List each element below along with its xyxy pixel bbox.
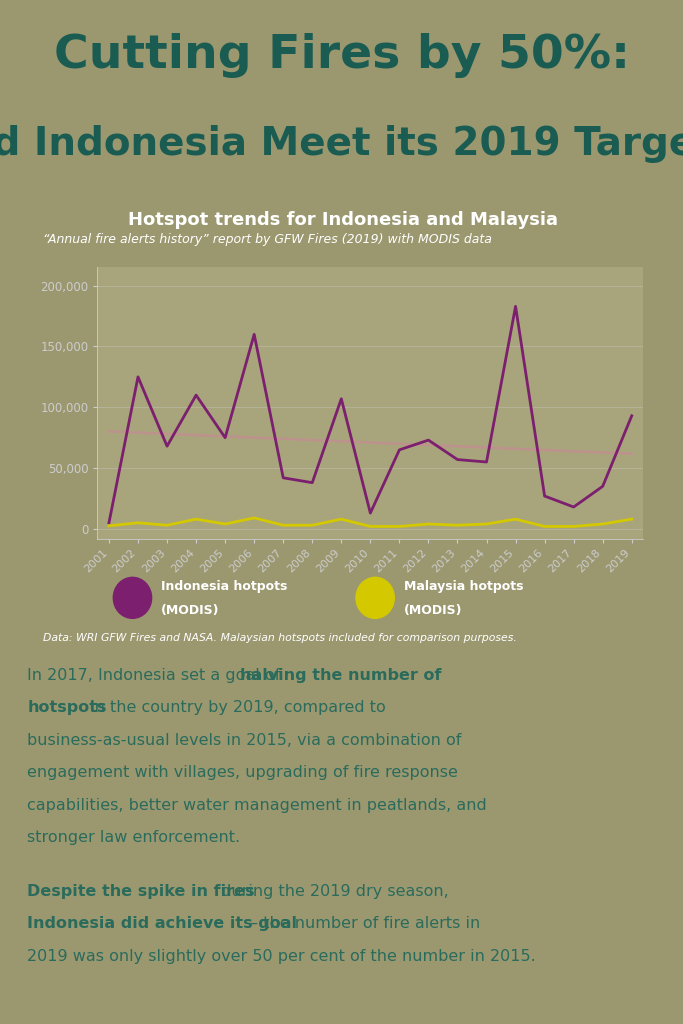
Text: Despite the spike in fires: Despite the spike in fires: [27, 884, 255, 899]
Text: Cutting Fires by 50%:: Cutting Fires by 50%:: [53, 33, 630, 78]
Ellipse shape: [356, 578, 394, 618]
Text: hotspots: hotspots: [27, 700, 107, 715]
Text: Malaysia hotpots: Malaysia hotpots: [404, 580, 523, 593]
Text: Hotspot trends for Indonesia and Malaysia: Hotspot trends for Indonesia and Malaysi…: [128, 211, 558, 228]
Text: In 2017, Indonesia set a goal of: In 2017, Indonesia set a goal of: [27, 668, 285, 683]
Text: capabilities, better water management in peatlands, and: capabilities, better water management in…: [27, 798, 487, 813]
Text: (MODIS): (MODIS): [161, 604, 220, 617]
Text: “Annual fire alerts history” report by GFW Fires (2019) with MODIS data: “Annual fire alerts history” report by G…: [43, 233, 492, 247]
Text: – the number of fire alerts in: – the number of fire alerts in: [245, 916, 480, 931]
Text: stronger law enforcement.: stronger law enforcement.: [27, 830, 240, 845]
Text: Data: WRI GFW Fires and NASA. Malaysian hotspots included for comparison purpose: Data: WRI GFW Fires and NASA. Malaysian …: [43, 634, 517, 643]
Text: (MODIS): (MODIS): [404, 604, 462, 617]
Text: Did Indonesia Meet its 2019 Target?: Did Indonesia Meet its 2019 Target?: [0, 125, 683, 163]
Text: Indonesia hotpots: Indonesia hotpots: [161, 580, 288, 593]
Text: during the 2019 dry season,: during the 2019 dry season,: [216, 884, 449, 899]
Text: in the country by 2019, compared to: in the country by 2019, compared to: [85, 700, 386, 715]
Text: Indonesia did achieve its goal: Indonesia did achieve its goal: [27, 916, 297, 931]
Text: 2019 was only slightly over 50 per cent of the number in 2015.: 2019 was only slightly over 50 per cent …: [27, 949, 536, 964]
Ellipse shape: [113, 578, 152, 618]
Text: engagement with villages, upgrading of fire response: engagement with villages, upgrading of f…: [27, 765, 458, 780]
Text: business-as-usual levels in 2015, via a combination of: business-as-usual levels in 2015, via a …: [27, 732, 462, 748]
Text: halving the number of: halving the number of: [240, 668, 441, 683]
